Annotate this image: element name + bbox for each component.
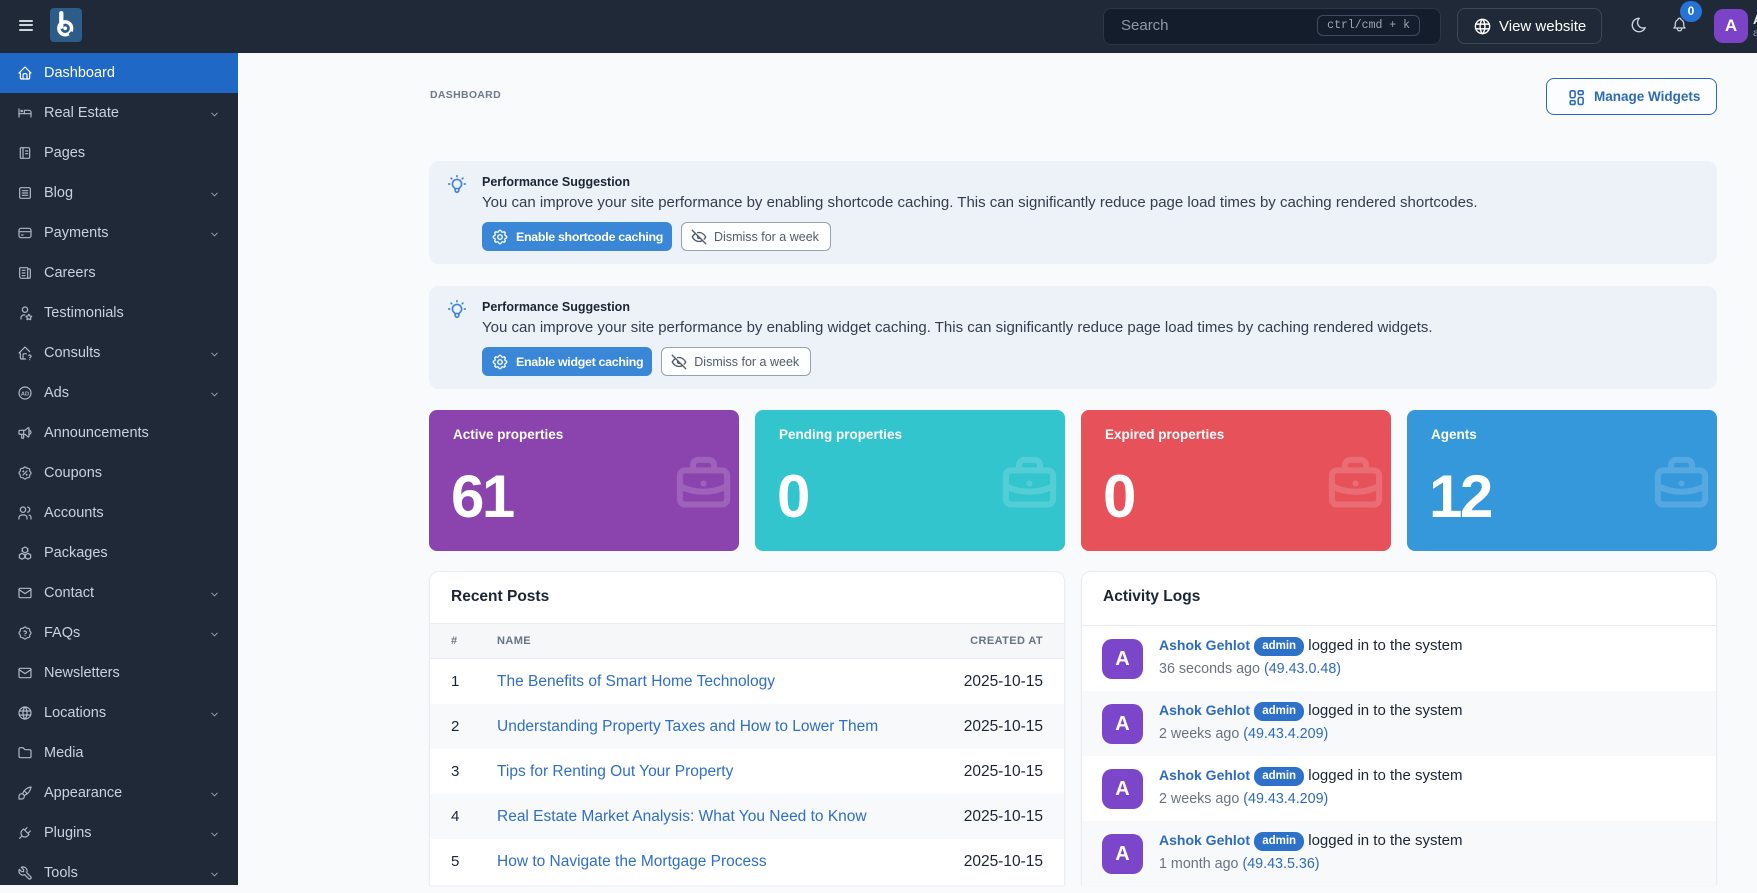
svg-text:AD: AD bbox=[21, 391, 29, 397]
